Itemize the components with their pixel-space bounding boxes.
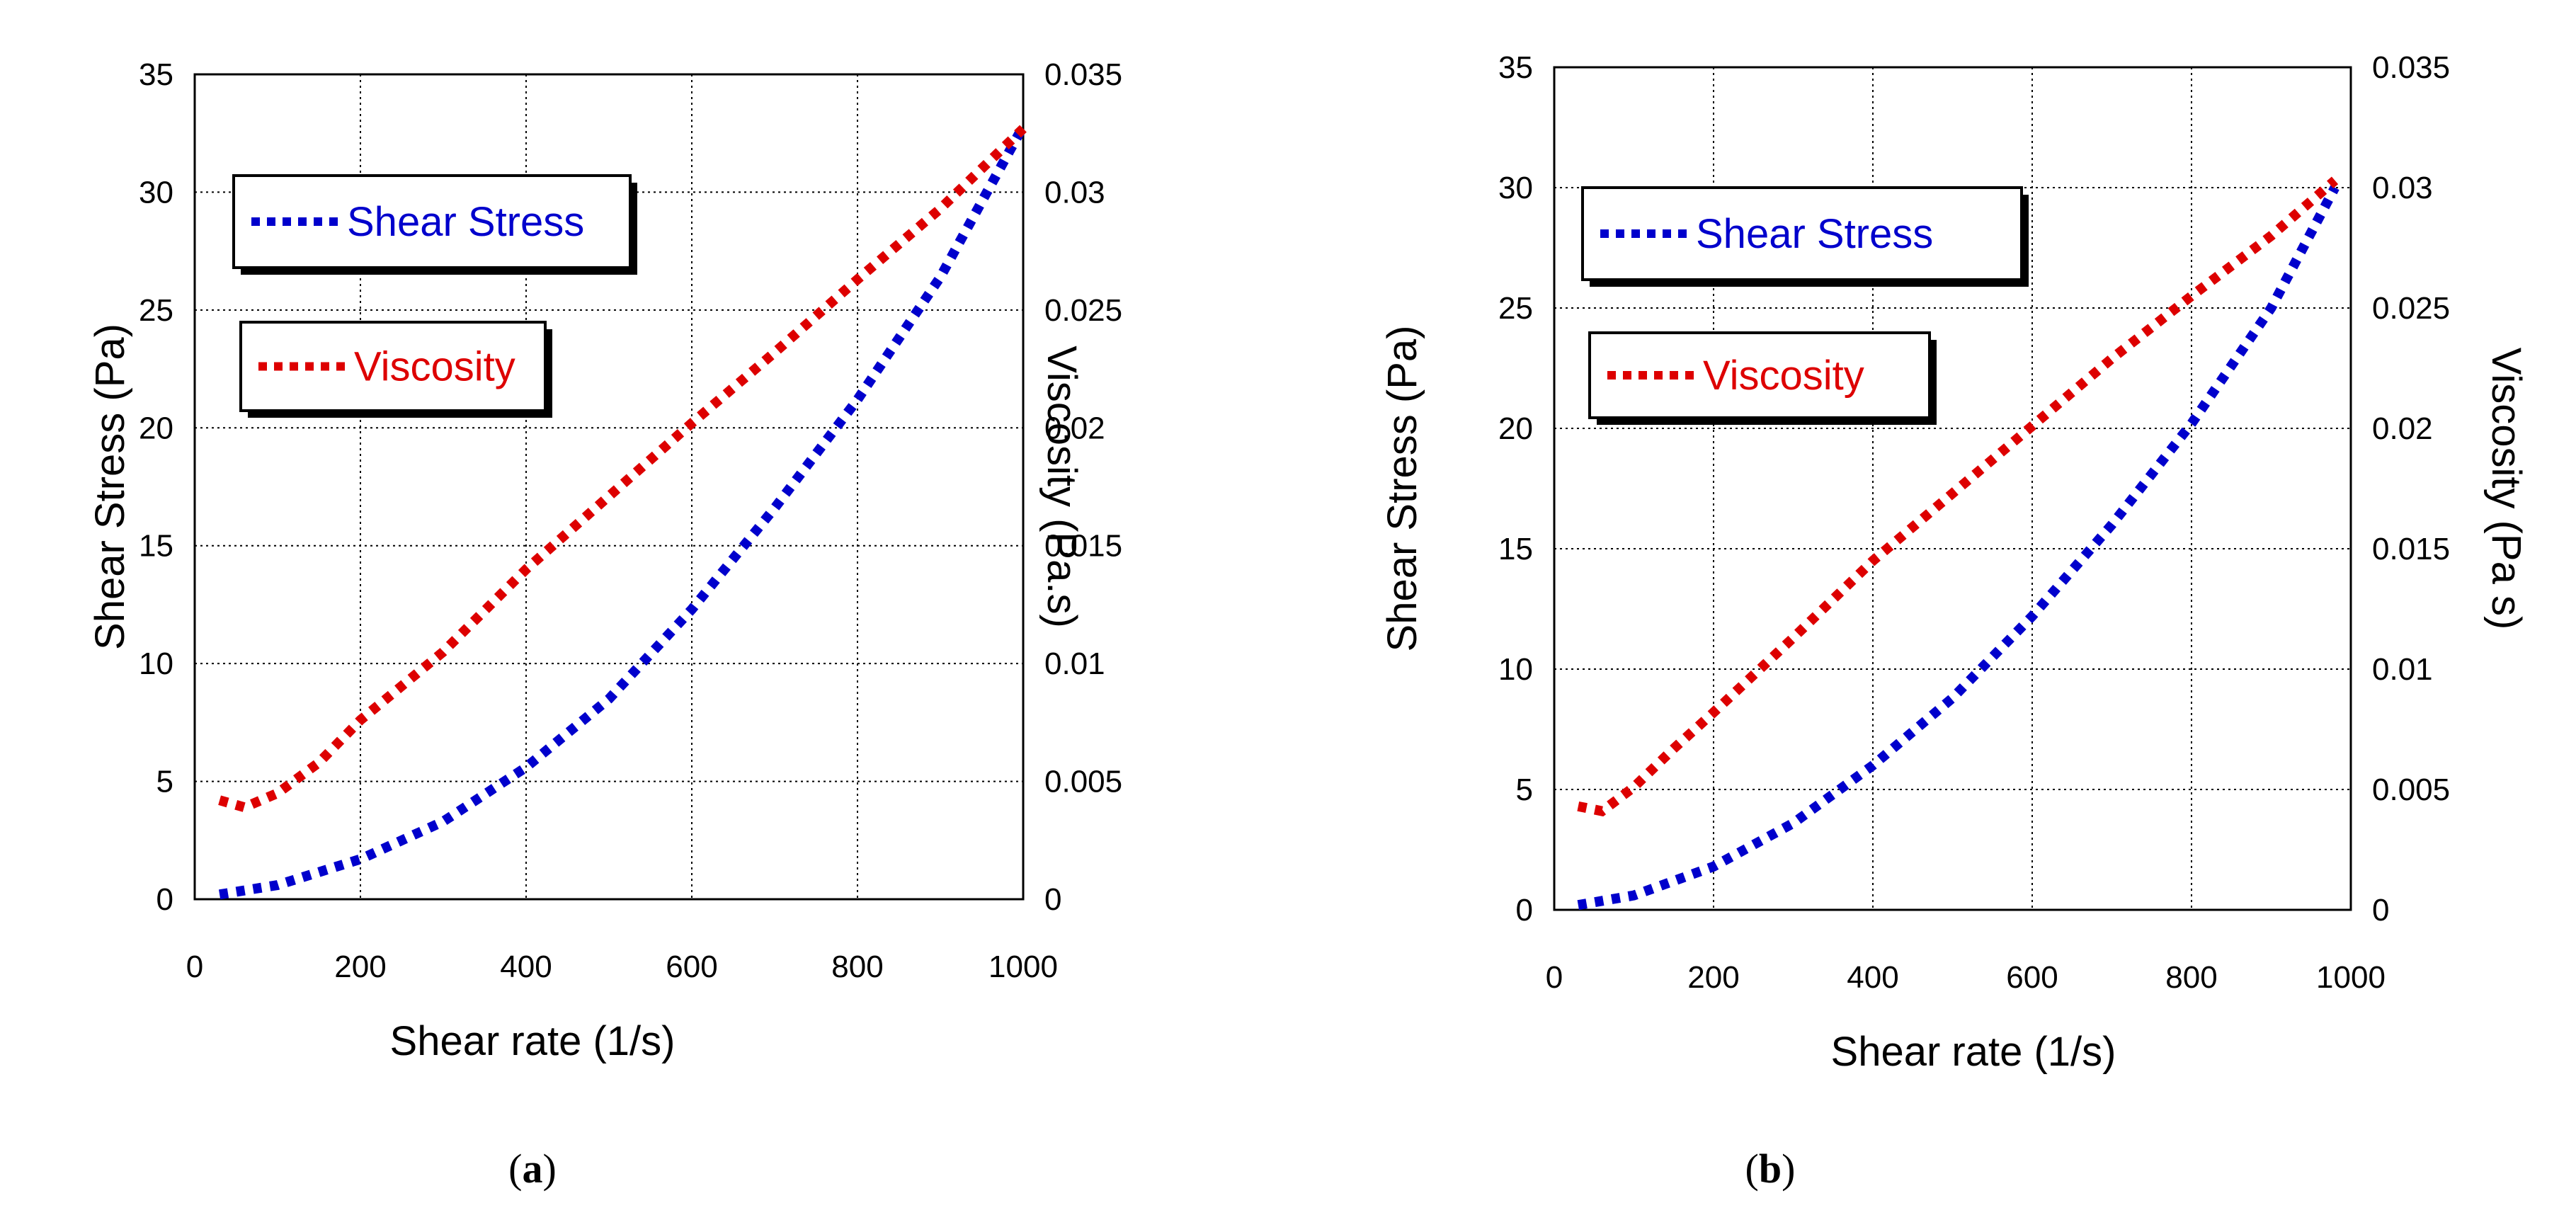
x-tick-label: 400	[1847, 960, 1898, 995]
x-tick-label: 800	[2165, 960, 2217, 995]
y-right-tick-label: 0.01	[1044, 646, 1105, 681]
y-right-axis-label: Viscosity (Pa.s)	[1039, 346, 1085, 628]
y-right-tick-label: 0	[2372, 893, 2389, 928]
viscosity-series-line	[1577, 176, 2339, 817]
y-right-tick-label: 0.03	[2372, 171, 2433, 205]
caption-paren: )	[543, 1146, 557, 1192]
caption-paren: (	[1745, 1146, 1759, 1192]
x-tick-label: 0	[186, 949, 203, 984]
chart-panel-b: 0 200 400 600 800 1000 0 5 10 15 20 25 30 35 0 0.005 0.0…	[1379, 50, 2529, 1192]
viscosity-series-line	[218, 125, 1027, 813]
legend-viscosity-label: Viscosity	[1703, 353, 1864, 399]
y-right-tick-label: 0.02	[2372, 411, 2433, 446]
y-left-tick-label: 35	[139, 57, 173, 92]
y-left-tick-label: 25	[1498, 291, 1533, 326]
y-left-tick-label: 5	[156, 765, 173, 799]
y-left-tick-label: 20	[1498, 411, 1533, 446]
caption-letter: b	[1759, 1146, 1782, 1192]
legend-viscosity-label: Viscosity	[354, 344, 515, 390]
y-right-tick-label: 0.025	[2372, 291, 2450, 326]
x-axis-label: Shear rate (1/s)	[390, 1018, 676, 1064]
caption-paren: )	[1782, 1146, 1795, 1192]
y-left-tick-label: 35	[1498, 50, 1533, 85]
y-left-tick-label: 30	[1498, 171, 1533, 205]
chart-panel-a: 0 200 400 600 800 1000 0 5 10 15 20 25 30 35 0 0.005 0.0…	[87, 57, 1122, 1192]
legend-shear-stress-label: Shear Stress	[347, 199, 584, 245]
y-left-tick-label: 15	[1498, 532, 1533, 566]
y-left-axis-label: Shear Stress (Pa)	[1379, 326, 1425, 652]
y-left-tick-label: 10	[139, 646, 173, 681]
legend-shear-stress-box	[1581, 186, 2023, 281]
x-tick-label: 200	[1687, 960, 1739, 995]
x-axis-label: Shear rate (1/s)	[1831, 1029, 2116, 1075]
y-right-tick-label: 0.01	[2372, 652, 2433, 687]
legend-shear-stress-label: Shear Stress	[1696, 211, 1933, 257]
plot-frame	[193, 73, 1025, 901]
y-right-tick-label: 0.005	[1044, 765, 1122, 799]
x-tick-label: 1000	[988, 949, 1058, 984]
y-left-tick-label: 20	[139, 411, 173, 445]
x-tick-label: 400	[500, 949, 552, 984]
legend-shear-stress-box	[232, 174, 632, 269]
x-tick-label: 800	[831, 949, 883, 984]
y-left-tick-label: 5	[1516, 772, 1533, 807]
y-left-tick-label: 15	[139, 529, 173, 564]
y-left-tick-label: 25	[139, 293, 173, 328]
figure-caption: (b)	[1745, 1146, 1796, 1192]
x-tick-label: 1000	[2316, 960, 2386, 995]
figure-caption: (a)	[508, 1146, 557, 1192]
plot-frame	[1553, 66, 2352, 911]
x-tick-label: 200	[334, 949, 386, 984]
shear-stress-series-line	[218, 123, 1028, 900]
y-right-tick-label: 0.02	[1044, 411, 1105, 445]
y-right-tick-label: 0.03	[1044, 175, 1105, 210]
y-right-axis-label: Viscosity (Pa s)	[2483, 348, 2529, 630]
y-right-tick-label: 0	[1044, 882, 1061, 917]
y-right-tick-label: 0.025	[1044, 293, 1122, 328]
x-tick-label: 600	[2006, 960, 2058, 995]
y-right-tick-label: 0.035	[1044, 57, 1122, 92]
shear-stress-series-line	[1577, 185, 2340, 911]
y-right-tick-label: 0.015	[2372, 532, 2450, 566]
y-right-tick-label: 0.005	[2372, 772, 2450, 807]
y-left-tick-label: 0	[156, 882, 173, 917]
caption-paren: (	[508, 1146, 522, 1192]
x-tick-label: 0	[1546, 960, 1563, 995]
y-left-tick-label: 10	[1498, 652, 1533, 687]
y-right-tick-label: 0.035	[2372, 50, 2450, 85]
y-left-tick-label: 0	[1516, 893, 1533, 928]
y-left-axis-label: Shear Stress (Pa)	[87, 324, 133, 650]
x-tick-label: 600	[666, 949, 717, 984]
caption-letter: a	[523, 1146, 543, 1192]
y-right-tick-label: 0.015	[1044, 529, 1122, 564]
y-left-tick-label: 30	[139, 175, 173, 210]
